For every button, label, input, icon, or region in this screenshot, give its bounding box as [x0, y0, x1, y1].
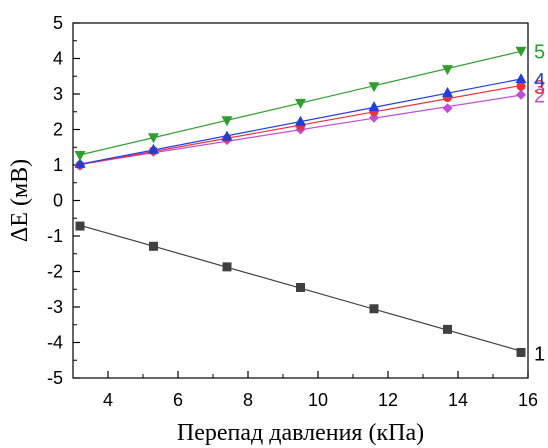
y-tick-label: -5 [47, 368, 63, 388]
data-point [442, 65, 453, 76]
data-point [148, 133, 159, 144]
series-4: 4 [74, 70, 545, 168]
data-point [515, 46, 527, 57]
y-tick-label: 3 [53, 84, 63, 104]
y-tick-label: 1 [53, 155, 63, 175]
series-5: 5 [74, 42, 545, 162]
x-tick-label: 8 [243, 390, 253, 410]
data-point [516, 89, 526, 100]
axes [72, 22, 529, 379]
x-tick-label: 14 [448, 390, 468, 410]
data-point [515, 73, 527, 84]
y-tick-label: -1 [47, 226, 63, 246]
x-tick-label: 6 [173, 390, 183, 410]
y-tick-label: 0 [53, 191, 63, 211]
x-tick-label: 10 [308, 390, 328, 410]
data-point [369, 304, 379, 314]
data-point [148, 143, 159, 154]
data-point [221, 130, 233, 141]
data-point [516, 81, 526, 91]
data-point [296, 282, 305, 292]
y-tick-label: 5 [53, 13, 63, 33]
data-point [368, 101, 380, 112]
series-1: 1 [75, 221, 545, 365]
data-point [442, 86, 453, 97]
series-label: 5 [534, 42, 545, 64]
data-point [516, 347, 526, 357]
y-tick-label: 2 [53, 120, 63, 140]
data-point [74, 157, 86, 168]
series: 1 234 5 [74, 42, 545, 365]
x-tick-label: 4 [103, 390, 113, 410]
data-point [222, 262, 232, 272]
data-point [74, 151, 86, 162]
y-tick-label: -3 [47, 297, 63, 317]
data-point [221, 116, 233, 127]
series-2: 2 [75, 86, 545, 171]
plot-frame [72, 22, 529, 379]
series-label: 3 [534, 77, 545, 99]
data-point [295, 98, 306, 109]
data-point [368, 82, 380, 93]
series-label: 4 [534, 70, 545, 92]
x-axis-title: Перепад давления (кПа) [177, 420, 424, 446]
data-point [442, 103, 453, 114]
series-label: 2 [534, 86, 545, 108]
data-point [75, 221, 85, 231]
y-axis-title: ΔE (мВ) [7, 159, 33, 242]
data-point [443, 324, 452, 334]
series-3: 3 [75, 77, 545, 170]
data-point [295, 115, 306, 126]
y-tick-label: -4 [47, 333, 63, 353]
y-tick-label: -2 [47, 262, 63, 282]
x-tick-label: 12 [378, 390, 398, 410]
x-tick-label: 16 [518, 390, 538, 410]
series-label: 1 [534, 343, 545, 365]
y-tick-label: 4 [53, 49, 63, 69]
data-point [149, 241, 158, 251]
